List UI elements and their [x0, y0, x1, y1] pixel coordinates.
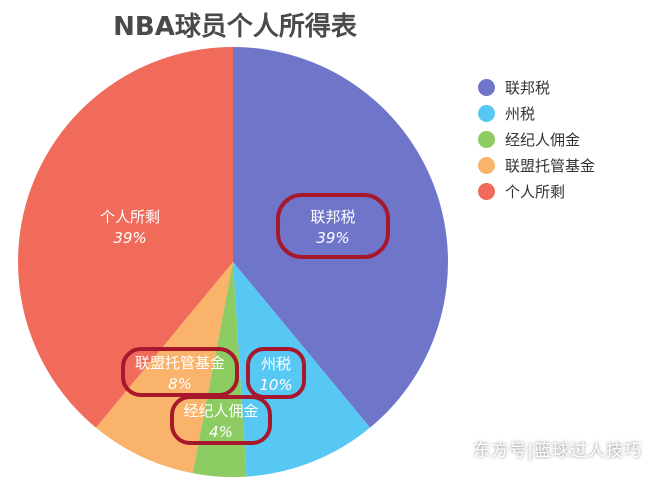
slice-value-label: 4% [209, 423, 233, 441]
watermark: 东方号|篮球过人技巧 [473, 441, 642, 461]
slice-value-label: 39% [316, 229, 349, 247]
highlight-ring [246, 347, 306, 399]
pie-slice-2 [233, 262, 371, 477]
legend-item: 经纪人佣金 [478, 126, 595, 152]
legend-item: 个人所剩 [478, 178, 595, 204]
legend-swatch [478, 182, 495, 200]
legend-item: 联邦税 [478, 74, 595, 100]
slice-value-label: 39% [113, 229, 146, 247]
slice-value-label: 8% [168, 375, 192, 393]
slice-label: 联盟托管基金 [135, 354, 225, 372]
legend-item: 州税 [478, 100, 595, 126]
chart-title: NBA球员个人所得表 [113, 12, 357, 42]
legend-label: 州税 [505, 104, 536, 123]
legend-swatch [478, 130, 495, 148]
legend-label: 联邦税 [505, 78, 551, 97]
pie-slice-5 [17, 46, 233, 428]
pie-slice-3 [192, 262, 247, 478]
legend-swatch [478, 156, 495, 174]
legend-swatch [478, 104, 495, 122]
slice-label-group-4: 联盟托管基金 8% [121, 347, 239, 397]
slice-label: 联邦税 [310, 208, 355, 226]
slice-label: 州税 [261, 355, 291, 373]
chart-legend: 联邦税州税经纪人佣金联盟托管基金 个人所剩 [478, 74, 595, 204]
slice-value-label: 10% [259, 376, 292, 394]
highlight-ring [121, 347, 239, 397]
legend-label: 经纪人佣金 [505, 130, 581, 149]
slice-label: 个人所剩 [100, 208, 160, 226]
legend-label: 联盟托管基金 [505, 156, 596, 175]
slice-label: 经纪人佣金 [183, 402, 258, 420]
slice-label-group-3: 经纪人佣金 4% [170, 395, 272, 445]
slice-label-group-2: 州税 10% [246, 347, 306, 399]
legend-item: 联盟托管基金 [478, 152, 595, 178]
pie-slice-4 [95, 262, 233, 474]
highlight-ring [170, 395, 272, 445]
slice-label-group-1: 联邦税 39% [276, 193, 390, 259]
legend-label: 个人所剩 [505, 182, 566, 201]
slice-label-group-5: 个人所剩 39% [100, 208, 160, 247]
highlight-ring [276, 193, 390, 259]
legend-swatch [478, 78, 495, 96]
pie-slice-1 [233, 47, 449, 428]
pie-chart: 联邦税 39% 州税 10%经纪人佣金 4% 联盟托管基金 8% 个人所剩 39% [17, 46, 449, 478]
